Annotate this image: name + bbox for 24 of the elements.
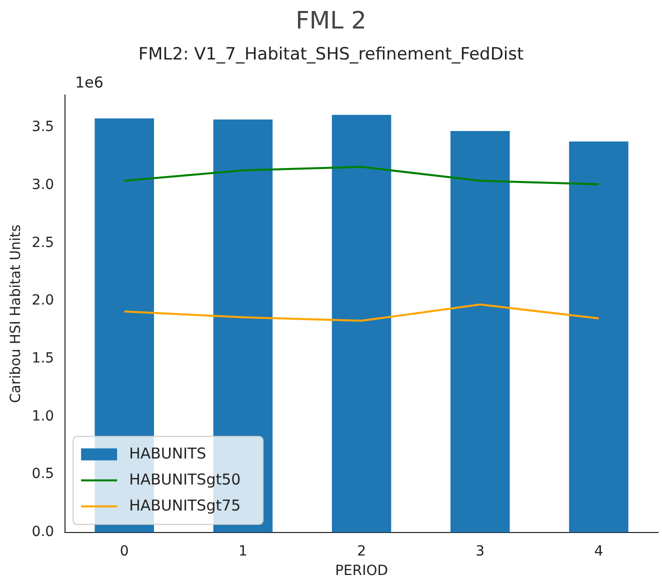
y-tick-label: 1.5 bbox=[32, 350, 54, 367]
x-tick-label: 0 bbox=[120, 543, 129, 560]
y-tick-label: 0.0 bbox=[32, 524, 54, 540]
x-tick-label: 2 bbox=[357, 543, 366, 560]
legend-label: HABUNITSgt50 bbox=[129, 470, 241, 488]
y-axis-title: Caribou HSI Habitat Units bbox=[8, 224, 24, 404]
x-tick-label: 1 bbox=[238, 543, 248, 560]
bar bbox=[569, 141, 628, 532]
chart-subtitle: FML2: V1_7_Habitat_SHS_refinement_FedDist bbox=[138, 44, 524, 64]
y-tick-label: 0.5 bbox=[32, 466, 54, 482]
x-tick-label: 4 bbox=[594, 543, 604, 560]
y-tick-label: 2.5 bbox=[32, 234, 54, 251]
bar bbox=[332, 114, 392, 532]
y-tick-label: 1.0 bbox=[32, 408, 54, 424]
legend-label: HABUNITS bbox=[129, 444, 206, 462]
y-tick-label: 3.0 bbox=[32, 177, 54, 194]
text: 1e6 bbox=[75, 74, 104, 92]
chart-title: FML 2 bbox=[296, 6, 366, 35]
x-tick-label: 3 bbox=[476, 543, 485, 560]
y-tick-label: 2.0 bbox=[32, 292, 54, 309]
y-tick-label: 3.5 bbox=[32, 119, 54, 136]
legend-label: HABUNITSgt75 bbox=[129, 496, 241, 514]
x-axis-title: PERIOD bbox=[335, 563, 388, 580]
bar bbox=[450, 131, 510, 532]
